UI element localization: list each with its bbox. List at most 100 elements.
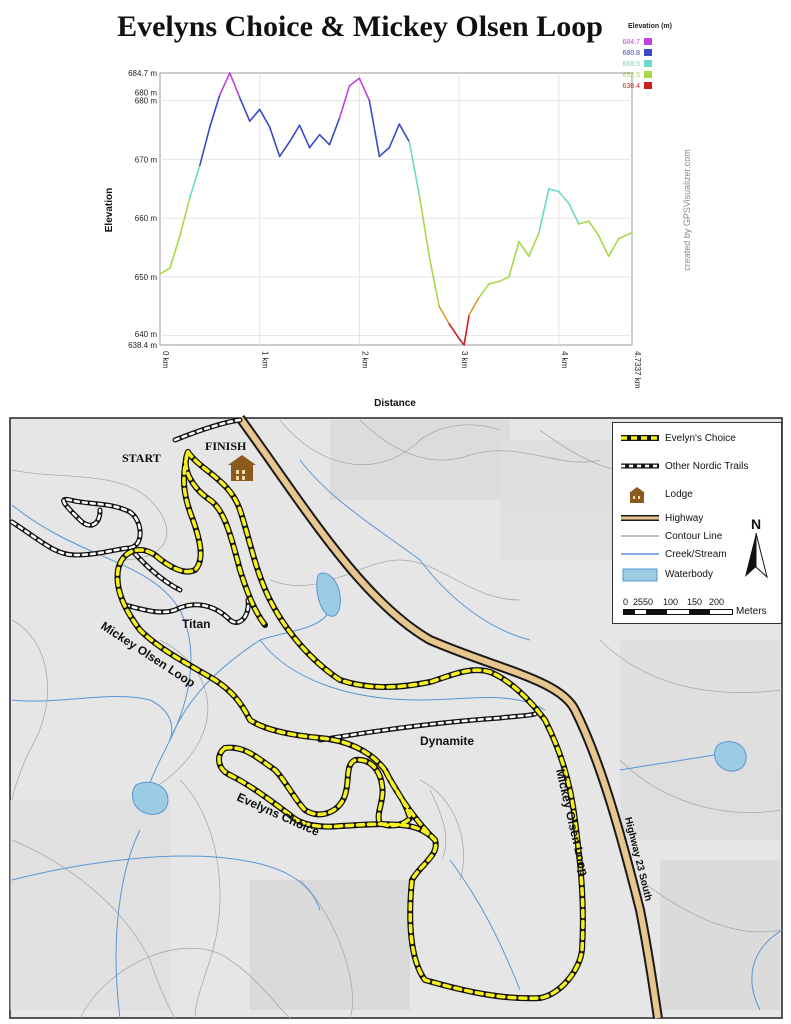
profile-segment — [358, 77, 371, 102]
y-tick-label: 650 m — [135, 273, 158, 282]
x-tick-label: 4 km — [560, 351, 569, 369]
legend-label: Other Nordic Trails — [665, 460, 749, 472]
profile-segment — [298, 124, 311, 149]
profile-segment — [388, 123, 401, 149]
scale-unit: Meters — [736, 606, 767, 617]
plot-area — [159, 72, 633, 346]
profile-segment — [428, 255, 440, 308]
highway-icon — [613, 511, 663, 525]
profile-segment — [518, 240, 530, 258]
profile-segment — [189, 164, 201, 199]
profile-segment — [338, 85, 351, 120]
contour-lines — [11, 419, 783, 1019]
profile-segment — [508, 240, 520, 278]
legend-item-highway: Highway — [613, 511, 703, 525]
color-legend-label: 652.5 — [622, 72, 640, 79]
x-tick-label: 4.7337 km — [633, 351, 642, 389]
credit-text: created by GPSVisualizer.com — [682, 149, 692, 270]
profile-segment — [597, 234, 610, 258]
profile-segment — [448, 323, 460, 340]
y-tick-label: 684.7 m — [128, 69, 157, 78]
profile-segment — [408, 140, 421, 196]
profile-segment — [268, 126, 281, 158]
finish-label: FINISH — [205, 439, 247, 453]
legend-label: Highway — [665, 512, 704, 524]
scale-tick-label: 150 — [687, 597, 703, 607]
scale-tick-label: 200 — [709, 597, 725, 607]
profile-segment — [328, 117, 341, 146]
color-legend-swatch — [644, 38, 652, 45]
profile-segment — [378, 146, 391, 158]
legend-item-nordic: Other Nordic Trails — [613, 459, 748, 473]
legend-label: Lodge — [665, 488, 693, 500]
profile-segment — [463, 314, 470, 346]
lodge-icon[interactable] — [228, 455, 256, 481]
profile-segment — [368, 99, 381, 158]
north-label: N — [751, 516, 761, 532]
color-legend-swatch — [644, 71, 652, 78]
color-legend-label: 680.8 — [622, 50, 640, 57]
profile-segment — [478, 283, 490, 299]
color-legend-swatch — [644, 82, 652, 89]
color-legend-title: Elevation (m) — [628, 23, 672, 30]
lodge-icon — [613, 487, 663, 503]
contour-icon — [613, 529, 663, 543]
scale-tick-label: 25 — [633, 597, 644, 607]
profile-segment — [488, 280, 500, 285]
color-legend-label: 684.7 — [622, 39, 640, 46]
legend-item-waterbody: Waterbody — [613, 567, 713, 582]
scale-tick-label: 50 — [643, 597, 654, 607]
start-label: START — [122, 451, 161, 465]
profile-segment — [209, 93, 221, 128]
profile-segment — [558, 190, 570, 205]
legend-item-evelyn: Evelyn's Choice — [613, 431, 736, 445]
legend-label: Evelyn's Choice — [665, 432, 736, 444]
y-tick-label: 680 m — [135, 97, 158, 106]
legend-item-creek: Creek/Stream — [613, 547, 727, 561]
profile-segment — [538, 187, 550, 234]
profile-segment — [548, 187, 560, 193]
color-legend-label: 638.4 — [622, 83, 640, 90]
profile-segment — [199, 126, 211, 167]
creek-icon — [613, 547, 663, 561]
evelyns-choice-trails — [114, 449, 586, 1002]
profile-segment — [607, 237, 620, 258]
profile-segment — [617, 231, 633, 240]
y-tick-label: 638.4 m — [128, 341, 157, 350]
profile-segment — [468, 296, 480, 316]
profile-segment — [228, 72, 241, 99]
page-title: Evelyns Choice & Mickey Olsen Loop — [117, 10, 603, 43]
waterbody-icon — [613, 567, 663, 582]
y-tick-label: 670 m — [135, 155, 158, 164]
profile-segment — [219, 72, 231, 96]
profile-segment — [528, 231, 540, 258]
waterbodies — [132, 572, 747, 815]
legend-item-contour: Contour Line — [613, 529, 722, 543]
profile-segment — [438, 305, 450, 325]
highway — [235, 415, 663, 1019]
profile-segment — [308, 133, 321, 149]
titan-label: Titan — [182, 617, 210, 631]
evelyn-icon — [613, 431, 663, 445]
y-tick-label: 680 m — [135, 88, 158, 97]
profile-segment — [348, 77, 361, 87]
x-tick-label: 3 km — [460, 351, 469, 369]
profile-segment — [248, 108, 261, 122]
legend-item-lodge: Lodge — [613, 487, 693, 503]
profile-segment — [179, 196, 191, 237]
x-tick-label: 1 km — [261, 351, 270, 369]
north-arrow-icon: N — [745, 516, 768, 579]
profile-segment — [288, 124, 301, 143]
scale-bar: 0 25 50 100 150 200 Meters — [623, 597, 773, 619]
profile-segment — [398, 123, 411, 143]
profile-segment — [278, 140, 291, 158]
profile-segment — [577, 220, 590, 225]
y-axis-label: Elevation — [104, 188, 115, 232]
profile-segment — [159, 267, 171, 275]
profile-segment — [258, 108, 271, 128]
map-legend: Evelyn's Choice Other Nordic Trails Lodge H… — [612, 422, 782, 624]
nordic-icon — [613, 459, 663, 473]
legend-label: Contour Line — [665, 530, 723, 542]
dynamite-label: Dynamite — [420, 734, 474, 748]
